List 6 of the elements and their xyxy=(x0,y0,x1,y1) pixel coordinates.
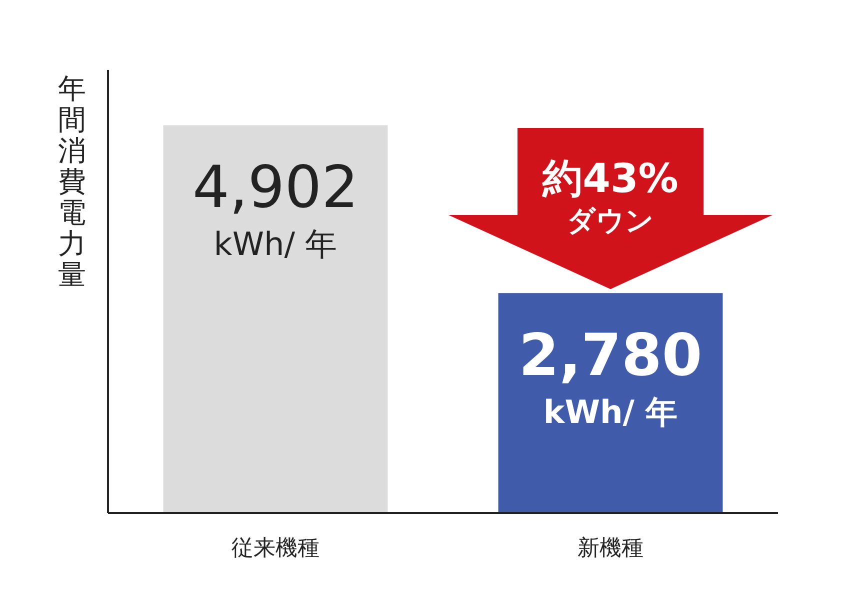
data-label: 4,902 kWh/ 年 xyxy=(192,153,359,264)
x-tick-label: 従来機種 xyxy=(232,536,320,561)
annotation: 約43% ダウン xyxy=(542,156,678,237)
y-axis-title: 年間消費電力量 xyxy=(58,72,86,291)
data-label: 2,780 kWh/ 年 xyxy=(518,321,702,432)
x-tick-label: 新機種 xyxy=(578,536,644,561)
